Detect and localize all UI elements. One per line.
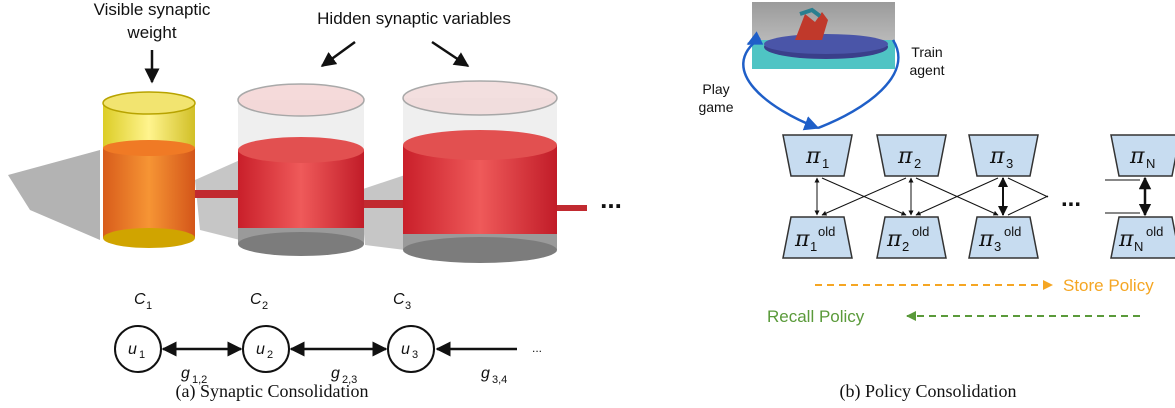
pi3-symbol: π bbox=[989, 144, 1005, 169]
shadow-1 bbox=[8, 150, 100, 240]
cylinder-visible-weight bbox=[102, 91, 196, 248]
caption-a: (a) Synaptic Consolidation bbox=[176, 381, 369, 402]
node-1-u-sub: 1 bbox=[139, 349, 145, 361]
pi1-old-symbol: π bbox=[794, 227, 810, 252]
train-agent-label-2: agent bbox=[909, 62, 944, 78]
g34-label: g bbox=[481, 365, 490, 382]
node-3-u: u bbox=[401, 341, 410, 358]
caption-b: (b) Policy Consolidation bbox=[840, 381, 1017, 402]
g12-label: g bbox=[181, 365, 190, 382]
panel-b: Play game Train agent π 1 π 2 π 3 π N π bbox=[698, 2, 1175, 402]
pin-old-symbol: π bbox=[1118, 227, 1134, 252]
play-game-label-2: game bbox=[698, 99, 733, 115]
node-2: C 2 u 2 bbox=[242, 291, 290, 373]
policy-box-3: π 3 bbox=[968, 134, 1039, 177]
pi1-sub: 1 bbox=[822, 156, 829, 171]
policies-ellipsis: ... bbox=[1061, 185, 1081, 212]
node-1: C 1 u 1 bbox=[114, 291, 162, 373]
shadow-2 bbox=[195, 160, 240, 240]
node-2-c: C bbox=[250, 291, 262, 308]
pipe-1 bbox=[195, 190, 240, 198]
hidden-arrow-left bbox=[320, 40, 356, 68]
shadow-3 bbox=[360, 175, 405, 250]
pipe-2 bbox=[360, 200, 405, 208]
node-1-c-sub: 1 bbox=[146, 300, 152, 312]
recall-policy-label: Recall Policy bbox=[767, 307, 865, 326]
play-game-arrow bbox=[742, 36, 820, 131]
node-2-c-sub: 2 bbox=[262, 300, 268, 312]
node-3-u-sub: 3 bbox=[412, 349, 418, 361]
panel-a: Visible synaptic weight Hidden synaptic … bbox=[8, 0, 622, 402]
store-policy-label: Store Policy bbox=[1063, 276, 1154, 295]
policy-box-n: π N bbox=[1110, 134, 1175, 177]
old-policy-box-n: π N old bbox=[1110, 216, 1175, 259]
hidden-arrow-right bbox=[431, 40, 470, 68]
node-1-c: C bbox=[134, 291, 146, 308]
pi2-symbol: π bbox=[897, 144, 913, 169]
link-2-1-cross bbox=[821, 177, 907, 216]
pin-sub: N bbox=[1146, 156, 1155, 171]
link-3-2-cross bbox=[915, 177, 999, 216]
pi2-old-sub: 2 bbox=[902, 239, 909, 254]
chain-ellipsis: ... bbox=[532, 341, 542, 355]
pin-old-sub: N bbox=[1134, 239, 1143, 254]
cylinders-ellipsis: ... bbox=[600, 184, 622, 214]
cylinder-hidden-1 bbox=[237, 83, 365, 256]
node-3-c-sub: 3 bbox=[405, 300, 411, 312]
old-policy-box-2: π 2 old bbox=[876, 216, 947, 259]
pi3-old-sub: 3 bbox=[994, 239, 1001, 254]
node-1-u: u bbox=[128, 341, 137, 358]
train-agent-label-1: Train bbox=[911, 44, 942, 60]
g23-sub: 2,3 bbox=[342, 374, 357, 386]
g12-sub: 1,2 bbox=[192, 374, 207, 386]
pi1-symbol: π bbox=[805, 144, 821, 169]
node-2-u-sub: 2 bbox=[267, 349, 273, 361]
node-3-c: C bbox=[393, 291, 405, 308]
old-policy-box-1: π 1 old bbox=[782, 216, 853, 259]
visible-weight-label-line1: Visible synaptic bbox=[94, 0, 211, 19]
visible-weight-label-line2: weight bbox=[126, 23, 176, 42]
game-image bbox=[752, 2, 895, 69]
node-3: C 3 u 3 bbox=[387, 291, 435, 373]
pi2-sub: 2 bbox=[914, 156, 921, 171]
cylinder-hidden-2 bbox=[402, 80, 558, 263]
node-2-u: u bbox=[256, 341, 265, 358]
pi2-old-sup: old bbox=[912, 224, 929, 239]
pi3-old-sup: old bbox=[1004, 224, 1021, 239]
g34-sub: 3,4 bbox=[492, 374, 507, 386]
train-agent-arrow bbox=[817, 39, 900, 130]
pin-symbol: π bbox=[1129, 144, 1145, 169]
link-3-out-up bbox=[1007, 195, 1049, 216]
pi3-sub: 3 bbox=[1006, 156, 1013, 171]
play-game-label-1: Play bbox=[702, 81, 729, 97]
old-policy-box-3: π 3 old bbox=[968, 216, 1039, 259]
pipe-3 bbox=[555, 205, 587, 211]
pi3-old-symbol: π bbox=[978, 227, 994, 252]
pi2-old-symbol: π bbox=[886, 227, 902, 252]
pi1-old-sup: old bbox=[818, 224, 835, 239]
g23-label: g bbox=[331, 365, 340, 382]
pi1-old-sub: 1 bbox=[810, 239, 817, 254]
policy-box-2: π 2 bbox=[876, 134, 947, 177]
hidden-variables-label: Hidden synaptic variables bbox=[317, 9, 511, 28]
pin-old-sup: old bbox=[1146, 224, 1163, 239]
policy-box-1: π 1 bbox=[782, 134, 853, 177]
link-3-out-down bbox=[1007, 177, 1049, 198]
